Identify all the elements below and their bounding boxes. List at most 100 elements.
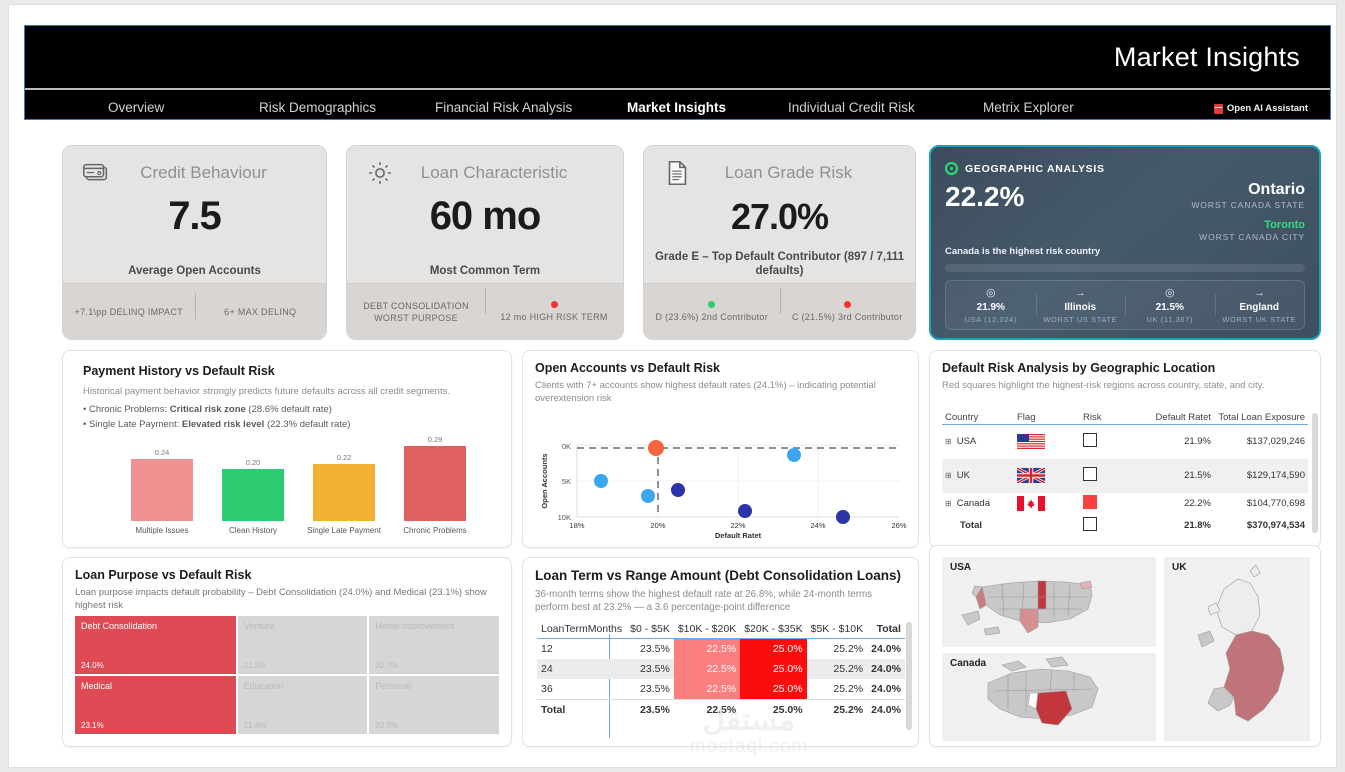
treemap-cell-home-improvement[interactable]: Home Improvement 20.7%: [369, 616, 499, 674]
panel-geo-table: Default Risk Analysis by Geographic Loca…: [929, 350, 1321, 548]
col-country[interactable]: Country: [942, 411, 1014, 425]
bullet-2-post: (22.3% default rate): [264, 419, 351, 430]
arrow-right-icon: →: [1074, 287, 1086, 299]
row-term: 24: [541, 663, 553, 675]
kpi-card-loan-grade-risk[interactable]: Loan Grade Risk 27.0% Grade E – Top Defa…: [643, 145, 916, 340]
kpi-footer: +7.1\pp DELINQ IMPACT 6+ MAX DELINQ: [63, 283, 326, 339]
cell-risk: [1080, 459, 1142, 493]
bullet-1-post: (28.6% default rate): [245, 404, 332, 415]
loan-purpose-treemap[interactable]: Debt Consolidation 24.0% Medical 23.1% V…: [75, 616, 499, 734]
cell-risk: [1080, 515, 1142, 537]
geographic-analysis-card[interactable]: GEOGRAPHIC ANALYSIS 22.2% Ontario WORST …: [929, 145, 1321, 340]
col-total-exposure[interactable]: Total Loan Exposure: [1214, 411, 1308, 425]
map-canada[interactable]: Canada: [942, 653, 1156, 741]
col-flag[interactable]: Flag: [1014, 411, 1080, 425]
col-default-rate[interactable]: Default Ratet: [1142, 411, 1214, 425]
col-20-35k[interactable]: $20K - $35K: [740, 620, 807, 639]
geo-risk-table[interactable]: Country Flag Risk Default Ratet Total Lo…: [942, 411, 1308, 537]
cell-flag: [1014, 459, 1080, 493]
treemap-cell-debt-consolidation[interactable]: Debt Consolidation 24.0%: [75, 616, 236, 674]
treemap-cell-education[interactable]: Education 21.4%: [237, 676, 368, 734]
treemap-cell-medical[interactable]: Medical 23.1%: [75, 676, 236, 734]
kpi-body: Loan Characteristic 60 mo Most Common Te…: [347, 146, 623, 284]
kpi-header: Loan Grade Risk: [662, 158, 901, 188]
col-risk[interactable]: Risk: [1080, 411, 1142, 425]
total-0-5k: 23.5%: [626, 699, 674, 720]
bar-label: Chronic Problems: [403, 526, 467, 535]
panel-loan-term-matrix: Loan Term vs Range Amount (Debt Consolid…: [522, 557, 919, 747]
map-uk[interactable]: UK: [1164, 557, 1310, 741]
geo-worst-state-label: WORST CANADA STATE: [1191, 200, 1305, 210]
kpi-footer: DEBT CONSOLIDATION WORST PURPOSE 12 mo H…: [347, 283, 623, 339]
scatter-chart[interactable]: 0K 5K 10K 18% 20% 22% 24% 26% Default Ra…: [537, 436, 907, 540]
table-scrollbar[interactable]: [1312, 413, 1318, 533]
col-total[interactable]: Total: [867, 620, 905, 639]
geo-metric-label: USA (12,024): [964, 315, 1017, 324]
treemap-cell-venture[interactable]: Venture 21.5%: [237, 616, 368, 674]
svg-text:Default Ratet: Default Ratet: [715, 531, 762, 540]
kpi-footer-text: D (23.6%) 2nd Contributor: [655, 311, 769, 322]
total-20-35k: 25.0%: [740, 699, 807, 720]
expand-icon[interactable]: ⊞: [945, 471, 952, 480]
bar-value: 0.29: [427, 435, 443, 444]
total-total: 24.0%: [867, 699, 905, 720]
table-row[interactable]: ⊞ USA 21.9% $137,029,246: [942, 424, 1308, 459]
tab-individual-credit[interactable]: Individual Credit Risk: [788, 100, 915, 115]
cell-20-35k: 25.0%: [740, 659, 807, 679]
expand-icon[interactable]: ⊞: [945, 437, 952, 447]
matrix-row[interactable]: 12 23.5% 22.5% 25.0% 25.2% 24.0%: [537, 638, 905, 659]
kpi-value: 60 mo: [429, 194, 542, 238]
col-10-20k[interactable]: $10K - $20K: [673, 620, 741, 639]
kpi-footer-text: 12 mo HIGH RISK TERM: [500, 311, 608, 322]
open-ai-assistant-button[interactable]: Open AI Assistant: [1213, 103, 1308, 114]
kpi-footer-item: 6+ MAX DELINQ: [194, 292, 327, 319]
svg-text:Open Accounts: Open Accounts: [540, 453, 549, 508]
bar-rect: [222, 469, 284, 521]
geo-worst-city-label: WORST CANADA CITY: [1199, 232, 1305, 242]
geo-metric-label: WORST US STATE: [1043, 315, 1118, 324]
panel-subtitle: 36-month terms show the highest default …: [535, 589, 873, 613]
table-row[interactable]: ⊞ UK 21.5% $129,174,590: [942, 458, 1308, 493]
panel-subtitle: Historical payment behavior strongly pre…: [83, 386, 450, 397]
geo-header: GEOGRAPHIC ANALYSIS: [945, 162, 1105, 175]
geo-main-value: 22.2%: [945, 181, 1025, 212]
total-default-rate: 21.8%: [1184, 520, 1211, 531]
col-loan-term-months[interactable]: LoanTermMonths: [537, 620, 627, 639]
col-5-10k[interactable]: $5K - $10K: [806, 620, 868, 639]
bar-rect: [131, 459, 193, 521]
kpi-value: 27.0%: [730, 196, 829, 237]
cell-flag: [1014, 425, 1080, 459]
matrix-scrollbar[interactable]: [906, 622, 912, 730]
geo-metric-grid: ◎ 21.9% USA (12,024) → Illinois WORST US…: [945, 280, 1305, 330]
total-label: Total: [960, 520, 982, 531]
tab-metrix-explorer[interactable]: Metrix Explorer: [983, 100, 1074, 115]
kpi-card-credit-behaviour[interactable]: Credit Behaviour 7.5 Average Open Accoun…: [62, 145, 327, 340]
treemap-label: Debt Consolidation: [81, 621, 158, 631]
treemap-value: 21.5%: [243, 661, 267, 670]
tab-overview[interactable]: Overview: [108, 100, 165, 115]
col-0-5k[interactable]: $0 - $5K: [626, 620, 674, 639]
loan-term-matrix[interactable]: LoanTermMonths $0 - $5K $10K - $20K $20K…: [537, 620, 905, 720]
treemap-cell-personal[interactable]: Personal 20.5%: [369, 676, 499, 734]
cell-5-10k: 25.2%: [833, 663, 864, 675]
table-row[interactable]: ⊞ Canada 22.2% $104,770,698: [942, 492, 1308, 515]
table-column-separator: [988, 425, 989, 537]
gear-icon: [369, 162, 391, 184]
cell-0-5k: 23.5%: [640, 643, 670, 655]
treemap-col-2: Venture 21.5% Education 21.4%: [237, 616, 368, 734]
tab-market-insights[interactable]: Market Insights: [627, 100, 727, 115]
cell-exposure: $129,174,590: [1246, 470, 1305, 481]
kpi-title: Credit Behaviour: [140, 163, 267, 182]
cell-exposure: $137,029,246: [1246, 436, 1305, 448]
map-usa[interactable]: USA: [942, 557, 1156, 647]
tab-risk-demographics[interactable]: Risk Demographics: [259, 100, 377, 115]
matrix-row[interactable]: 36 23.5% 22.5% 25.0% 25.2% 24.0%: [537, 679, 905, 700]
bullet-2-pre: • Single Late Payment:: [83, 419, 182, 430]
panel-title: Loan Purpose vs Default Risk: [75, 568, 252, 582]
treemap-value: 20.7%: [375, 661, 399, 670]
tab-financial-risk[interactable]: Financial Risk Analysis: [435, 100, 573, 115]
kpi-card-loan-characteristic[interactable]: Loan Characteristic 60 mo Most Common Te…: [346, 145, 624, 340]
bar-label: Single Late Payment: [307, 526, 381, 535]
expand-icon[interactable]: ⊞: [945, 499, 952, 508]
matrix-row[interactable]: 24 23.5% 22.5% 25.0% 25.2% 24.0%: [537, 659, 905, 679]
